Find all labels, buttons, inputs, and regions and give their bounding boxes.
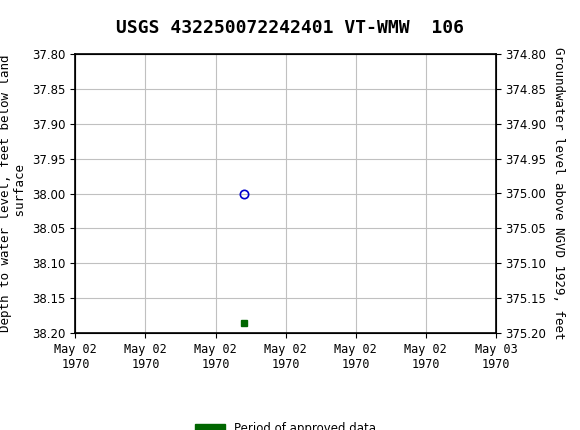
Text: USGS: USGS [46,9,110,29]
Legend: Period of approved data: Period of approved data [190,418,381,430]
Text: USGS 432250072242401 VT-WMW  106: USGS 432250072242401 VT-WMW 106 [116,18,464,37]
Y-axis label: Depth to water level, feet below land
 surface: Depth to water level, feet below land su… [0,55,27,332]
Y-axis label: Groundwater level above NGVD 1929, feet: Groundwater level above NGVD 1929, feet [552,47,565,340]
